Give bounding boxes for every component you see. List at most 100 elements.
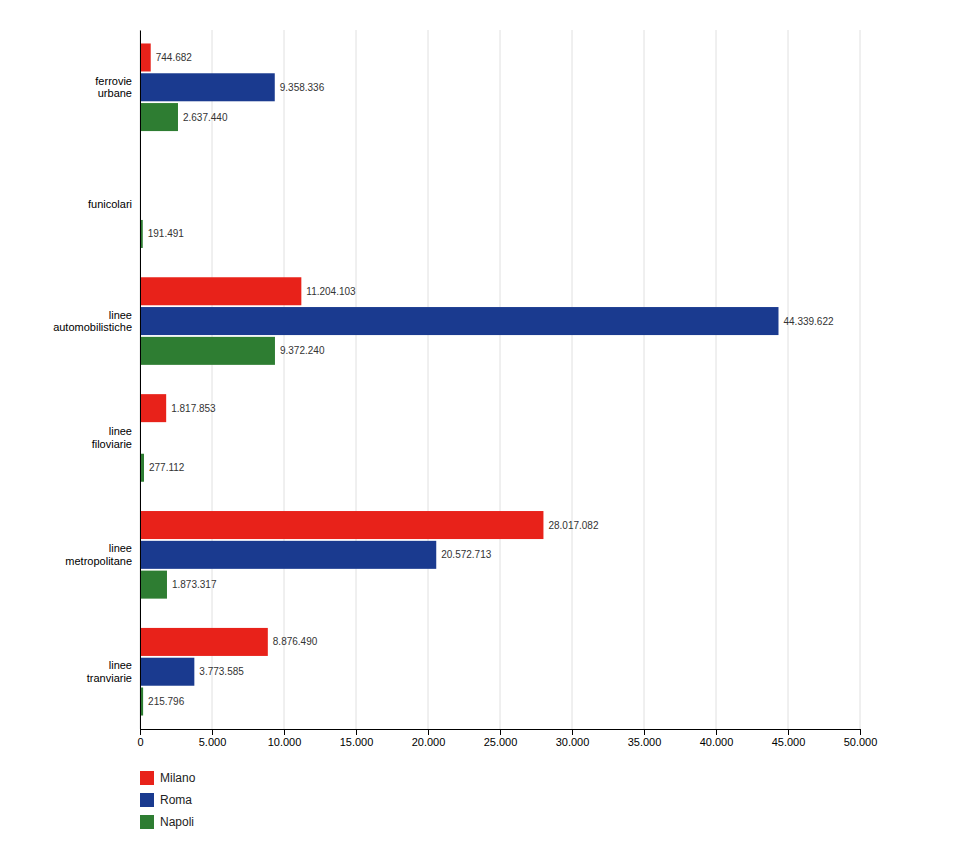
y-tick: ferrovieurbane <box>95 75 140 100</box>
y-tick: lineeautomobilistiche <box>53 309 140 334</box>
x-tick-label: 35.000 <box>628 736 662 748</box>
data-labels: 744.682 11.204.103 1.817.853 28.017.082 8.87… <box>148 52 834 707</box>
bar-series <box>140 43 543 655</box>
bar <box>140 277 301 305</box>
x-tick-mark <box>500 729 501 735</box>
x-tick: 45.000 <box>772 729 806 748</box>
x-tick: 20.000 <box>412 729 446 748</box>
legend-swatch <box>140 771 154 785</box>
x-tick: 50.000 <box>844 729 878 748</box>
y-tick-label: lineetranviarie <box>87 659 132 684</box>
x-tick-label: 50.000 <box>844 736 878 748</box>
data-label: 191.491 <box>148 228 185 239</box>
x-tick: 5.000 <box>199 729 227 748</box>
y-tick-label: lineemetropolitane <box>65 542 132 567</box>
data-label: 8.876.490 <box>273 636 318 647</box>
data-label: 9.372.240 <box>280 345 325 356</box>
x-tick-mark <box>356 729 357 735</box>
bar <box>140 658 194 686</box>
x-tick-label: 45.000 <box>772 736 806 748</box>
grid-line <box>140 30 141 729</box>
bar-series <box>140 73 778 685</box>
x-tick-label: 25.000 <box>484 736 518 748</box>
x-tick: 40.000 <box>700 729 734 748</box>
x-tick-mark <box>140 729 141 735</box>
x-tick-mark <box>716 729 717 735</box>
x-axis-line <box>141 730 861 736</box>
y-axis: ferrovieurbane funicolari lineeautomobilis… <box>53 31 140 730</box>
x-tick-label: 5.000 <box>199 736 227 748</box>
x-tick-label: 30.000 <box>556 736 590 748</box>
y-tick-label: lineefiloviarie <box>92 425 132 450</box>
x-tick-mark <box>212 729 213 735</box>
x-tick: 10.000 <box>268 729 302 748</box>
grid-line <box>716 30 717 729</box>
bar <box>140 103 178 131</box>
grid <box>140 30 860 729</box>
data-label: 28.017.082 <box>548 520 598 531</box>
y-tick-label: ferrovieurbane <box>95 75 132 100</box>
grid-line <box>860 30 861 729</box>
legend-swatch <box>140 793 154 807</box>
data-label: 20.572.713 <box>441 549 491 560</box>
grid-line <box>428 30 429 729</box>
grid-line <box>284 30 285 729</box>
bar <box>140 541 436 569</box>
bar <box>140 628 268 656</box>
x-tick-mark <box>788 729 789 735</box>
data-label: 9.358.336 <box>280 82 325 93</box>
data-label: 277.112 <box>149 462 185 473</box>
grid-line <box>212 30 213 729</box>
legend-item: Milano <box>140 771 196 785</box>
x-tick-label: 0 <box>137 736 143 748</box>
x-tick-label: 20.000 <box>412 736 446 748</box>
data-label: 11.204.103 <box>306 286 356 297</box>
legend-label: Napoli <box>160 815 194 829</box>
x-tick: 0 <box>137 729 143 748</box>
data-label: 44.339.622 <box>783 316 833 327</box>
grid-line <box>500 30 501 729</box>
x-tick-label: 15.000 <box>340 736 374 748</box>
x-tick: 15.000 <box>340 729 374 748</box>
y-tick-label: funicolari <box>88 198 132 210</box>
bar <box>140 43 151 71</box>
x-tick: 35.000 <box>628 729 662 748</box>
grid-line <box>572 30 573 729</box>
x-tick-mark <box>860 729 861 735</box>
bar <box>140 571 167 599</box>
y-tick: lineefiloviarie <box>92 425 140 450</box>
bar <box>140 307 778 335</box>
bar <box>140 337 275 365</box>
y-tick: lineemetropolitane <box>65 542 140 567</box>
chart: 744.682 11.204.103 1.817.853 28.017.082 8.87… <box>0 0 960 859</box>
grid-line <box>356 30 357 729</box>
x-axis: 0 5.000 10.000 15.000 20.000 25.000 30.000 35.0… <box>137 729 877 748</box>
x-tick-mark <box>572 729 573 735</box>
y-tick-label: lineeautomobilistiche <box>53 309 132 334</box>
y-tick: lineetranviarie <box>87 659 140 684</box>
data-label: 744.682 <box>156 52 193 63</box>
legend-item: Napoli <box>140 815 194 829</box>
plot: 744.682 11.204.103 1.817.853 28.017.082 8.87… <box>53 30 877 748</box>
y-axis-line <box>140 31 141 730</box>
legend-item: Roma <box>140 793 192 807</box>
data-label: 215.796 <box>148 696 185 707</box>
bar <box>140 511 543 539</box>
x-tick-mark <box>428 729 429 735</box>
legend-label: Milano <box>160 771 196 785</box>
bar <box>140 394 166 422</box>
legend: Milano Roma Napoli <box>140 771 196 829</box>
bars <box>140 43 778 715</box>
grid-line <box>644 30 645 729</box>
x-tick: 25.000 <box>484 729 518 748</box>
bar <box>140 73 275 101</box>
grid-line <box>788 30 789 729</box>
data-label: 1.817.853 <box>171 403 216 414</box>
x-tick-label: 40.000 <box>700 736 734 748</box>
bar-series <box>140 103 275 715</box>
x-tick: 30.000 <box>556 729 590 748</box>
data-label: 3.773.585 <box>199 666 244 677</box>
legend-swatch <box>140 815 154 829</box>
data-label: 1.873.317 <box>172 579 217 590</box>
x-tick-mark <box>644 729 645 735</box>
